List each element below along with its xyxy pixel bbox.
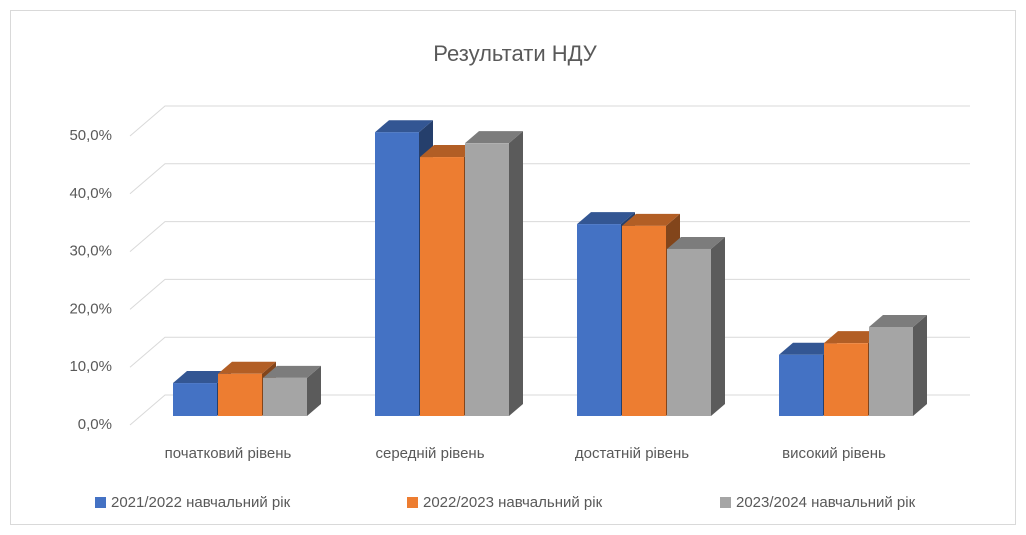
- bar-top: [218, 361, 276, 374]
- legend-label: 2022/2023 навчальний рік: [423, 494, 603, 511]
- y-tick-label: 10,0%: [69, 358, 112, 375]
- bar-top: [779, 342, 837, 355]
- bar: [824, 343, 868, 416]
- x-tick-label: початковий рівень: [165, 445, 292, 462]
- bar-top: [869, 314, 927, 327]
- bar-top: [577, 212, 635, 225]
- bar: [869, 326, 913, 416]
- y-tick-label: 50,0%: [69, 127, 112, 144]
- grid-line: [129, 221, 970, 252]
- bar-top: [375, 120, 433, 133]
- grid-line: [129, 163, 970, 195]
- x-tick-label: середній рівень: [375, 445, 484, 462]
- bar-top: [173, 371, 231, 384]
- bar: [667, 248, 711, 416]
- bar: [622, 225, 666, 416]
- bar: [218, 373, 262, 416]
- y-tick-label: 30,0%: [69, 243, 112, 260]
- y-tick-label: 40,0%: [69, 185, 112, 202]
- x-tick-label: високий рівень: [782, 445, 886, 462]
- bar-top: [824, 331, 882, 344]
- grid-line: [129, 105, 970, 137]
- bar-top: [622, 213, 680, 226]
- bar: [420, 157, 464, 416]
- bar: [375, 132, 419, 416]
- chart-title: Результати НДУ: [433, 41, 597, 66]
- bar: [465, 143, 509, 416]
- bar-side: [711, 236, 725, 416]
- y-tick-label: 20,0%: [69, 300, 112, 317]
- bar: [263, 377, 307, 416]
- y-tick-label: 0,0%: [78, 416, 112, 433]
- bar-side: [509, 131, 523, 416]
- bar-side: [307, 365, 321, 416]
- bar-top: [420, 145, 478, 158]
- bar-top: [263, 365, 321, 378]
- legend-label: 2021/2022 навчальний рік: [111, 494, 291, 511]
- bar-top: [465, 131, 523, 144]
- bar-top: [667, 236, 725, 249]
- bar: [173, 383, 217, 416]
- legend-swatch: [95, 497, 106, 508]
- bar: [577, 224, 621, 416]
- legend-swatch: [720, 497, 731, 508]
- x-tick-label: достатній рівень: [575, 445, 689, 462]
- bar-side: [913, 314, 927, 416]
- legend-label: 2023/2024 навчальний рік: [736, 494, 916, 511]
- legend-swatch: [407, 497, 418, 508]
- bar: [779, 354, 823, 416]
